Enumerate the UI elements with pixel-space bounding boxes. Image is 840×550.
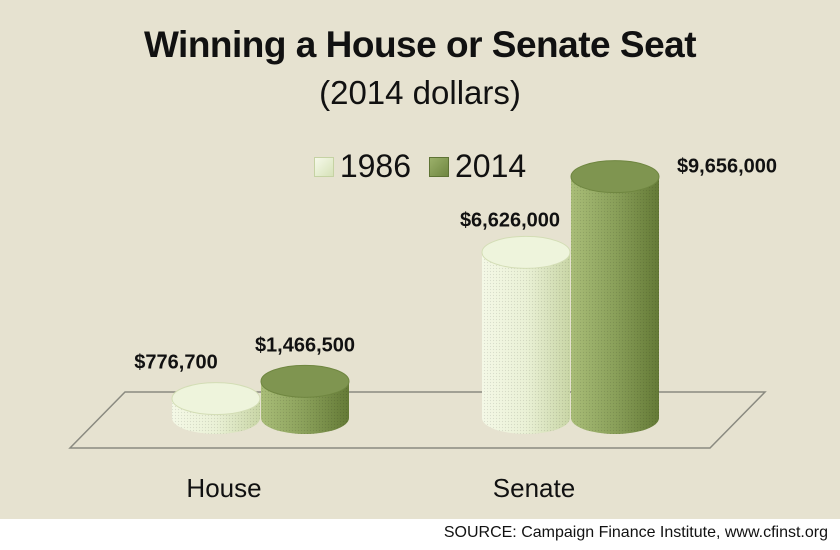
bar-texture-senate-2014: [571, 176, 659, 434]
data-label-house-2014: $1,466,500: [255, 334, 355, 356]
chart-title: Winning a House or Senate Seat: [143, 24, 697, 65]
bar-texture-senate-1986: [482, 252, 570, 434]
data-label-senate-2014: $9,656,000: [677, 156, 777, 178]
legend-label-1986: 1986: [339, 148, 411, 184]
legend: 1986 2014: [0, 148, 840, 185]
category-labels: House Senate: [186, 473, 575, 503]
source-note: SOURCE: Campaign Finance Institute, www.…: [443, 524, 828, 541]
legend-item-1986: 1986: [313, 148, 411, 185]
data-label-house-1986: $776,700: [134, 352, 217, 374]
data-label-senate-1986: $6,626,000: [460, 209, 560, 231]
chart-plot: $776,700 $1,466,500 $6,626,000 $9,656,000 H…: [68, 156, 777, 503]
legend-swatch-2014: [429, 156, 449, 177]
bar-top-house-2014: [260, 364, 350, 398]
category-label-senate: Senate: [493, 473, 575, 503]
category-label-house: House: [186, 473, 261, 503]
bar-top-senate-2014: [570, 160, 660, 194]
legend-item-2014: 2014: [429, 148, 526, 185]
legend-swatch-1986: [313, 156, 334, 177]
chart-subtitle: (2014 dollars): [319, 74, 521, 111]
slide-background: Winning a House or Senate Seat (2014 dol…: [0, 0, 840, 519]
bar-top-senate-1986: [481, 235, 571, 269]
bars-group: $776,700 $1,466,500 $6,626,000 $9,656,000: [134, 156, 777, 434]
legend-label-2014: 2014: [455, 148, 527, 184]
bar-top-house-1986: [171, 382, 261, 416]
